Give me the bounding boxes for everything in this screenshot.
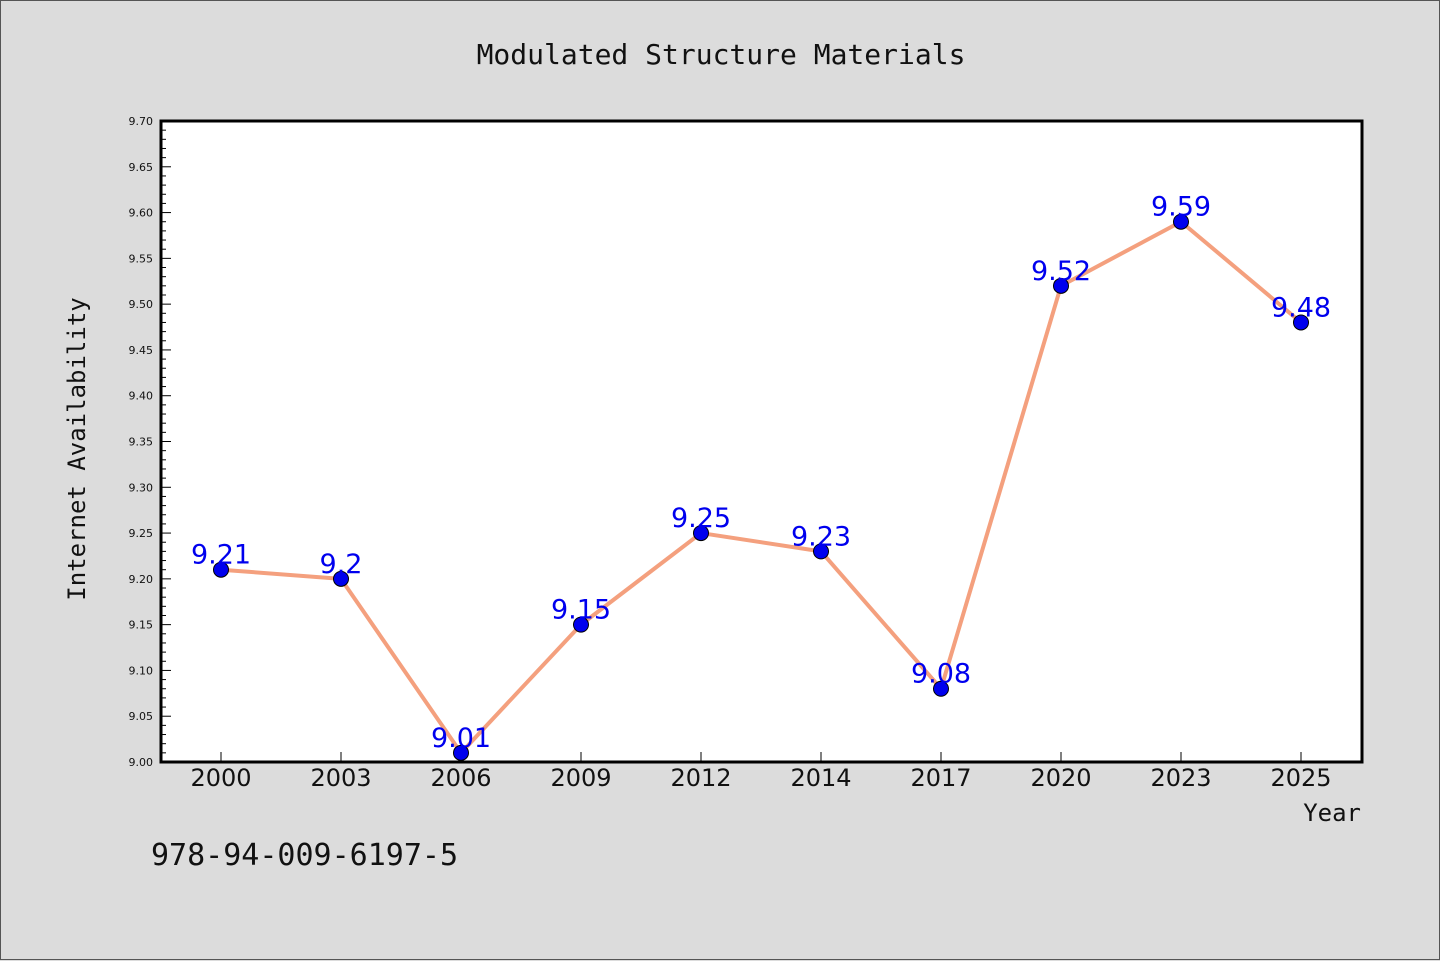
data-point — [453, 744, 469, 761]
x-tick-label: 2006 — [430, 764, 491, 792]
data-label: 9.23 — [791, 521, 851, 552]
data-point — [1293, 314, 1309, 331]
x-axis: 2000 2003 2006 2009 2012 2014 2017 2020 2023 2025 — [190, 752, 1332, 792]
data-labels: 9.21 9.2 9.01 9.15 9.25 9.23 9.08 9.52 9.59 9.48 — [191, 192, 1331, 754]
x-tick-label: 2003 — [310, 764, 371, 792]
data-label: 9.48 — [1271, 292, 1331, 323]
y-tick-label: 9.60 — [129, 207, 154, 220]
y-tick-label: 9.25 — [129, 527, 154, 540]
y-tick-label: 9.45 — [129, 344, 154, 357]
data-point — [333, 570, 349, 587]
x-tick-label: 2020 — [1030, 764, 1091, 792]
x-tick-label: 2017 — [910, 764, 971, 792]
y-tick-label: 9.50 — [129, 298, 154, 311]
data-points — [213, 213, 1309, 761]
data-point — [573, 616, 589, 633]
footnote-isbn: 978-94-009-6197-5 — [151, 838, 458, 873]
y-tick-label: 9.35 — [129, 436, 154, 449]
y-tick-label: 9.65 — [129, 161, 154, 174]
data-label: 9.59 — [1151, 192, 1211, 223]
x-tick-label: 2025 — [1270, 764, 1331, 792]
data-label: 9.21 — [191, 540, 251, 571]
data-label: 9.15 — [551, 595, 611, 626]
series-polyline — [220, 219, 1303, 755]
x-tick-label: 2000 — [190, 764, 251, 792]
data-point — [213, 561, 229, 578]
data-label: 9.52 — [1031, 256, 1091, 287]
y-tick-label: 9.05 — [129, 710, 154, 723]
x-tick-label: 2012 — [670, 764, 731, 792]
y-tick-label: 9.00 — [129, 756, 154, 769]
y-tick-label: 9.15 — [129, 619, 154, 632]
data-point — [693, 525, 709, 542]
data-point — [1053, 277, 1069, 294]
x-tick-label: 2009 — [550, 764, 611, 792]
y-tick-label: 9.40 — [129, 390, 154, 403]
y-tick-label: 9.55 — [129, 252, 154, 265]
x-tick-label: 2014 — [790, 764, 851, 792]
data-label: 9.25 — [671, 503, 731, 534]
series-line — [220, 219, 1303, 755]
data-point — [813, 543, 829, 560]
data-point — [1173, 213, 1189, 230]
data-label: 9.2 — [320, 549, 363, 580]
y-tick-label: 9.20 — [129, 573, 154, 586]
y-tick-label: 9.70 — [129, 115, 154, 128]
data-point — [933, 680, 949, 697]
chart-title: Modulated Structure Materials — [477, 38, 966, 71]
y-axis-label: Internet Availability — [63, 297, 91, 600]
x-axis-label: Year — [1303, 799, 1361, 827]
data-label: 9.08 — [911, 659, 971, 690]
data-label: 9.01 — [431, 723, 491, 754]
x-tick-label: 2023 — [1150, 764, 1211, 792]
y-tick-label: 9.10 — [129, 664, 154, 677]
y-tick-label: 9.30 — [129, 481, 154, 494]
plot-area — [159, 119, 1364, 764]
y-axis: 9.00 9.05 9.10 9.15 9.20 9.25 9.30 9.35 9.40 9.45… — [129, 115, 171, 769]
